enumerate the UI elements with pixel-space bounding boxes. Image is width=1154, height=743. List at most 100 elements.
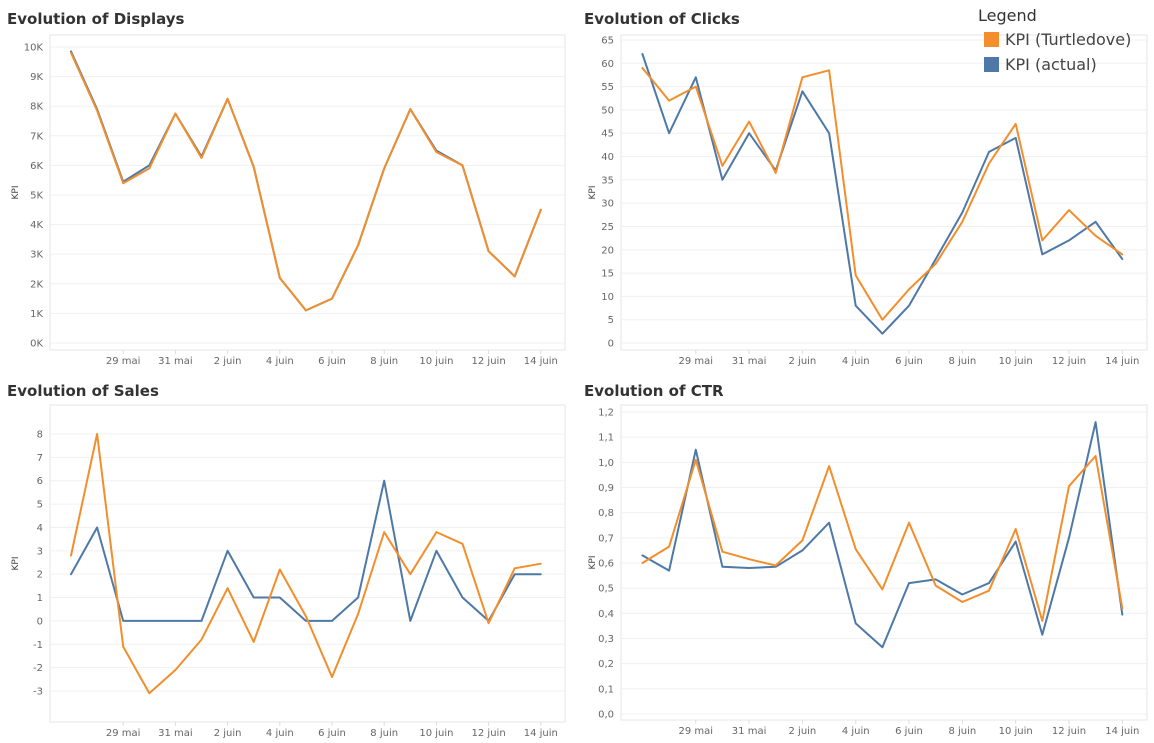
clicks-x-tick-label: 8 juin <box>948 356 976 367</box>
legend-swatch-turtledove <box>984 32 999 47</box>
clicks-x-tick-label: 31 mai <box>732 356 767 367</box>
displays-chart-title: Evolution of Displays <box>7 10 185 28</box>
ctr-x-tick-label: 2 juin <box>789 726 817 737</box>
displays-y-tick-label: 5K <box>30 191 43 202</box>
sales-y-tick-label: 1 <box>37 593 43 604</box>
clicks-y-tick-label: 0 <box>608 339 614 350</box>
ctr-y-tick-label: 1,2 <box>598 408 614 419</box>
ctr-x-tick-label: 12 juin <box>1052 726 1086 737</box>
sales-y-tick-label: 8 <box>37 430 43 441</box>
sales-line-turtledove[interactable] <box>70 433 542 695</box>
legend-label-turtledove: KPI (Turtledove) <box>1005 30 1132 49</box>
clicks-chart-title: Evolution of Clicks <box>584 10 740 28</box>
displays-y-tick-label: 4K <box>30 220 43 231</box>
ctr-y-tick-label: 0,4 <box>598 609 614 620</box>
ctr-line-turtledove[interactable] <box>641 455 1124 622</box>
displays-x-tick-label: 31 mai <box>158 356 193 367</box>
displays-x-tick-label: 10 juin <box>419 356 453 367</box>
displays-line-actual[interactable] <box>70 50 542 312</box>
ctr-y-tick-label: 0,5 <box>598 584 614 595</box>
sales-x-tick-label: 6 juin <box>318 728 346 739</box>
displays-y-axis-title: KPI <box>11 186 21 200</box>
sales-plot-frame <box>49 404 566 723</box>
sales-y-tick-label: 0 <box>37 616 43 627</box>
clicks-x-tick-label: 29 mai <box>678 356 713 367</box>
clicks-y-tick-label: 40 <box>601 152 614 163</box>
sales-y-tick-label: 3 <box>37 546 43 557</box>
displays-line-turtledove[interactable] <box>70 51 542 312</box>
sales-x-tick-label: 12 juin <box>472 728 506 739</box>
clicks-y-tick-label: 35 <box>601 175 614 186</box>
clicks-x-tick-label: 10 juin <box>999 356 1033 367</box>
sales-line-actual[interactable] <box>70 479 542 622</box>
displays-y-tick-label: 10K <box>24 43 44 54</box>
displays-chart: 0K 1K 2K 3K 4K 5K 6K 7K 8K 9K 10K KPI 29 mai 31 mai 2 … <box>11 34 566 367</box>
clicks-plot-frame <box>620 34 1148 351</box>
clicks-line-actual[interactable] <box>641 53 1124 335</box>
ctr-y-tick-label: 0,9 <box>598 483 614 494</box>
sales-y-tick-label: 4 <box>37 523 43 534</box>
displays-chart-panel: Evolution of Displays 0K 1K 2K 3K 4K 5K 6K 7K 8K… <box>0 0 570 372</box>
ctr-x-tick-label: 14 juin <box>1105 726 1139 737</box>
ctr-y-tick-label: 1,0 <box>598 458 614 469</box>
sales-y-tick-label: -1 <box>33 640 43 651</box>
displays-x-tick-label: 8 juin <box>370 356 398 367</box>
ctr-x-tick-label: 31 mai <box>732 726 767 737</box>
displays-y-tick-label: 0K <box>30 339 43 350</box>
clicks-y-tick-label: 45 <box>601 129 614 140</box>
clicks-y-tick-label: 65 <box>601 36 614 47</box>
displays-x-tick-label: 6 juin <box>318 356 346 367</box>
ctr-line-actual[interactable] <box>641 421 1124 649</box>
clicks-y-tick-label: 10 <box>601 292 614 303</box>
sales-x-tick-label: 4 juin <box>266 728 294 739</box>
displays-x-tick-label: 4 juin <box>266 356 294 367</box>
clicks-x-tick-label: 4 juin <box>842 356 870 367</box>
clicks-y-tick-label: 25 <box>601 222 614 233</box>
ctr-x-tick-label: 10 juin <box>999 726 1033 737</box>
ctr-y-tick-label: 0,3 <box>598 634 614 645</box>
clicks-y-tick-label: 30 <box>601 199 614 210</box>
displays-x-tick-label: 14 juin <box>524 356 558 367</box>
ctr-y-tick-label: 0,2 <box>598 659 614 670</box>
clicks-y-tick-label: 20 <box>601 245 614 256</box>
clicks-y-tick-label: 50 <box>601 105 614 116</box>
ctr-y-tick-label: 0,6 <box>598 559 614 570</box>
ctr-y-tick-label: 0,1 <box>598 684 614 695</box>
ctr-x-tick-label: 29 mai <box>678 726 713 737</box>
clicks-x-tick-label: 2 juin <box>789 356 817 367</box>
displays-y-tick-label: 6K <box>30 161 43 172</box>
clicks-y-tick-label: 60 <box>601 59 614 70</box>
sales-chart-panel: Evolution of Sales -3 -2 -1 0 1 2 3 4 5 6 7 8 KPI 29 … <box>0 372 570 743</box>
legend-item-turtledove[interactable]: KPI (Turtledove) <box>978 27 1154 52</box>
sales-x-tick-label: 14 juin <box>524 728 558 739</box>
ctr-y-tick-label: 0,7 <box>598 533 614 544</box>
clicks-x-tick-label: 6 juin <box>895 356 923 367</box>
clicks-x-tick-label: 14 juin <box>1105 356 1139 367</box>
sales-y-tick-label: -2 <box>33 663 43 674</box>
sales-chart: -3 -2 -1 0 1 2 3 4 5 6 7 8 KPI 29 mai 31 mai 2 juin 4 ju… <box>11 404 566 739</box>
sales-x-tick-label: 2 juin <box>214 728 242 739</box>
ctr-chart-title: Evolution of CTR <box>584 382 724 400</box>
clicks-y-tick-label: 5 <box>608 315 614 326</box>
displays-plot-frame <box>49 34 566 351</box>
sales-y-tick-label: 7 <box>37 453 43 464</box>
sales-y-tick-label: 2 <box>37 570 43 581</box>
clicks-x-tick-label: 12 juin <box>1052 356 1086 367</box>
displays-x-tick-label: 29 mai <box>106 356 141 367</box>
displays-y-tick-label: 8K <box>30 102 43 113</box>
ctr-y-axis-title: KPI <box>588 556 598 570</box>
displays-x-tick-label: 12 juin <box>472 356 506 367</box>
sales-y-tick-label: -3 <box>33 686 43 697</box>
displays-y-tick-label: 3K <box>30 250 43 261</box>
ctr-y-tick-label: 1,1 <box>598 433 614 444</box>
displays-x-tick-label: 2 juin <box>214 356 242 367</box>
sales-x-tick-label: 10 juin <box>419 728 453 739</box>
clicks-line-turtledove[interactable] <box>641 67 1124 321</box>
displays-y-tick-label: 7K <box>30 131 43 142</box>
clicks-y-axis-title: KPI <box>588 186 598 200</box>
legend-item-actual[interactable]: KPI (actual) <box>978 52 1154 77</box>
sales-x-tick-label: 29 mai <box>106 728 141 739</box>
legend-title: Legend <box>978 6 1037 25</box>
displays-y-tick-label: 9K <box>30 72 43 83</box>
displays-y-tick-label: 2K <box>30 279 43 290</box>
